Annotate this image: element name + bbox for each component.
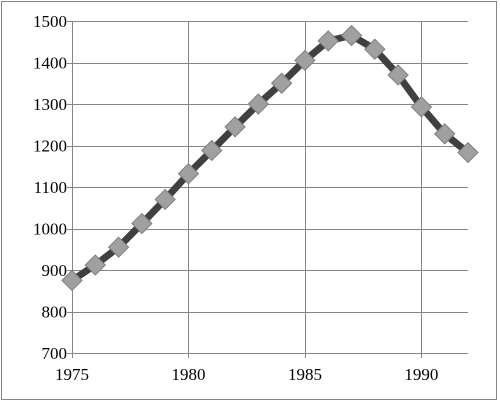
x-tick-label: 1985 [288,365,322,384]
axes [67,21,468,358]
y-tick-label: 1200 [33,137,67,156]
data-point-1992 [457,141,479,164]
y-tick-labels: 700 800 900 1000 1100 1200 1300 1400 1500 [33,12,67,363]
series-line [68,32,472,284]
data-point-1975 [61,269,83,292]
data-point-1981 [201,139,223,162]
data-point-1990 [410,96,433,118]
y-tick-label: 1400 [33,54,67,73]
data-point-1986 [317,30,339,52]
x-tick-label: 1975 [55,365,89,384]
data-point-1984 [270,72,293,94]
data-point-1976 [84,254,107,276]
y-tick-label: 1500 [33,12,67,31]
data-point-1980 [177,163,200,185]
y-tick-label: 1100 [34,178,67,197]
data-point-1988 [364,38,386,60]
y-tick-label: 1300 [33,95,67,114]
data-point-1979 [154,188,176,211]
x-tick-label: 1980 [171,365,205,384]
data-point-1978 [131,212,153,235]
data-point-1985 [294,49,316,72]
data-point-1991 [433,123,456,145]
y-tick-label: 700 [42,344,68,363]
data-point-1983 [247,93,270,115]
y-tick-label: 1000 [33,220,67,239]
gridlines [72,21,468,354]
y-tick-label: 800 [42,303,68,322]
y-tick-label: 900 [42,261,68,280]
data-point-1987 [340,24,363,47]
x-tick-labels: 1975 1980 1985 1990 [55,365,438,384]
x-tick-label: 1990 [404,365,438,384]
data-point-1977 [107,236,130,258]
data-point-1982 [224,116,246,138]
data-point-1989 [387,64,409,86]
series-group [61,24,479,292]
